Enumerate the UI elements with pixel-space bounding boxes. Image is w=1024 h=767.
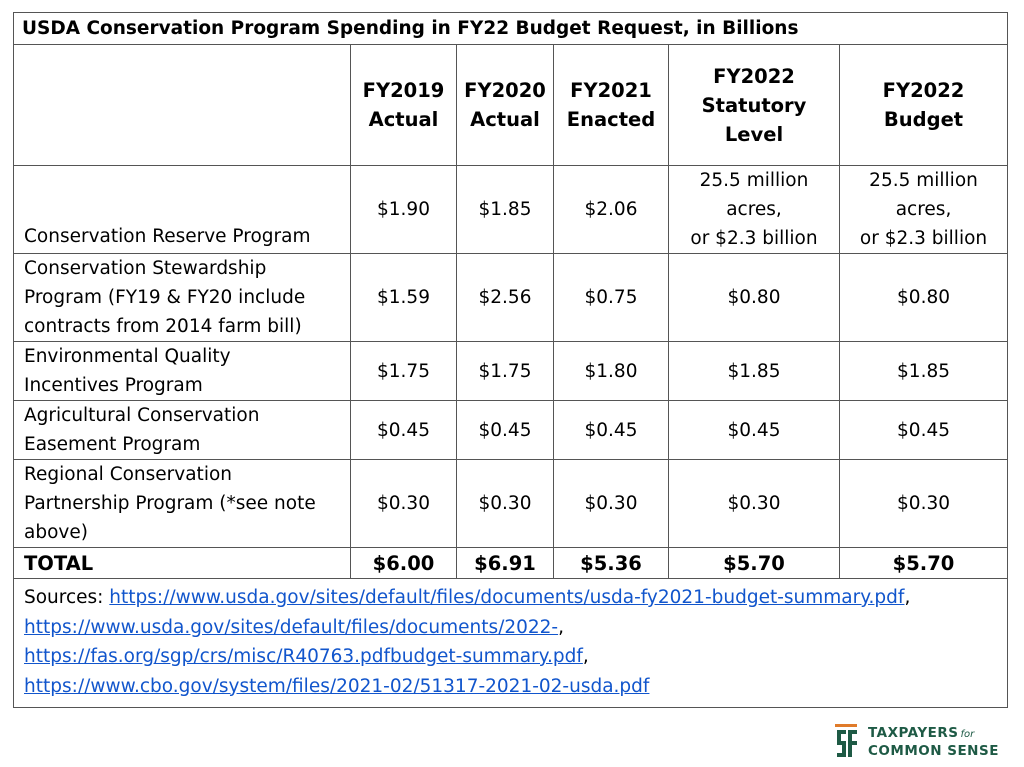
value-cell: $0.80: [838, 253, 1009, 342]
total-value: $6.00: [350, 547, 457, 579]
header-fy2019-actual: FY2019 Actual: [350, 44, 457, 166]
source-link-fas-crs[interactable]: https://fas.org/sgp/crs/misc/R40763.pdfb…: [24, 646, 583, 667]
value-cell: $0.45: [456, 400, 554, 460]
value-cell: $0.30: [668, 459, 840, 548]
value-cell: $0.30: [838, 459, 1009, 548]
value-cell: $0.45: [350, 400, 457, 460]
table-row: Environmental Quality Incentives Program…: [13, 341, 1009, 401]
value-cell: $0.30: [553, 459, 669, 548]
header-row: FY2019 Actual FY2020 Actual FY2021 Enact…: [13, 44, 1009, 166]
table-row: Conservation Reserve Program $1.90 $1.85…: [13, 165, 1009, 254]
source-link-usda-2022[interactable]: https://www.usda.gov/sites/default/files…: [24, 616, 559, 638]
table-title: USDA Conservation Program Spending in FY…: [12, 12, 1009, 45]
header-fy2022-statutory-level: FY2022 Statutory Level: [668, 44, 840, 166]
row-label: Conservation Stewardship Program (FY19 &…: [13, 253, 351, 342]
sources-prefix: Sources:: [24, 587, 110, 608]
header-fy2020-actual: FY2020 Actual: [456, 44, 554, 166]
table-row: Regional Conservation Partnership Progra…: [13, 459, 1009, 548]
row-label: Agricultural Conservation Easement Progr…: [13, 400, 351, 460]
value-cell: 25.5 million acres, or $2.3 billion: [838, 165, 1009, 254]
header-fy2021-enacted: FY2021 Enacted: [553, 44, 669, 166]
total-value: $5.70: [668, 547, 840, 579]
value-cell: $1.85: [838, 341, 1009, 401]
row-label: Conservation Reserve Program: [13, 165, 351, 254]
logo-line1: TAXPAYERS: [868, 725, 959, 741]
table-row: Conservation Stewardship Program (FY19 &…: [13, 253, 1009, 342]
value-cell: $1.85: [456, 165, 554, 254]
value-cell: $1.90: [350, 165, 457, 254]
taxpayers-logo-mark-icon: [835, 724, 857, 757]
value-cell: $0.45: [553, 400, 669, 460]
sources-cell: Sources: https://www.usda.gov/sites/defa…: [12, 578, 1009, 708]
value-cell: $1.75: [456, 341, 554, 401]
total-label: TOTAL: [13, 547, 351, 579]
total-value: $5.70: [838, 547, 1009, 579]
logo-text: TAXPAYERS for COMMON SENSE: [868, 725, 999, 760]
value-cell: 25.5 million acres, or $2.3 billion: [668, 165, 840, 254]
logo-for: for: [960, 729, 975, 740]
source-link-cbo[interactable]: https://www.cbo.gov/system/files/2021-02…: [24, 675, 650, 697]
value-cell: $1.59: [350, 253, 457, 342]
value-cell: $2.56: [456, 253, 554, 342]
logo-line2: COMMON SENSE: [868, 743, 999, 759]
taxpayers-logo: TAXPAYERS for COMMON SENSE: [834, 724, 1004, 762]
source-link-usda-fy2021[interactable]: https://www.usda.gov/sites/default/files…: [109, 587, 905, 608]
value-cell: $1.80: [553, 341, 669, 401]
value-cell: $0.30: [456, 459, 554, 548]
value-cell: $2.06: [553, 165, 669, 254]
value-cell: $1.75: [350, 341, 457, 401]
table-row: Agricultural Conservation Easement Progr…: [13, 400, 1009, 460]
row-label: Environmental Quality Incentives Program: [13, 341, 351, 401]
value-cell: $0.75: [553, 253, 669, 342]
value-cell: $0.45: [838, 400, 1009, 460]
header-empty-cell: [13, 44, 351, 166]
total-value: $5.36: [553, 547, 669, 579]
header-fy2022-budget: FY2022 Budget: [838, 44, 1009, 166]
value-cell: $1.85: [668, 341, 840, 401]
value-cell: $0.45: [668, 400, 840, 460]
sources-row: Sources: https://www.usda.gov/sites/defa…: [12, 578, 1009, 708]
total-row: TOTAL $6.00 $6.91 $5.36 $5.70 $5.70: [13, 547, 1009, 579]
conservation-spending-table: USDA Conservation Program Spending in FY…: [12, 12, 1009, 708]
value-cell: $0.30: [350, 459, 457, 548]
value-cell: $0.80: [668, 253, 840, 342]
total-value: $6.91: [456, 547, 554, 579]
row-label: Regional Conservation Partnership Progra…: [13, 459, 351, 548]
